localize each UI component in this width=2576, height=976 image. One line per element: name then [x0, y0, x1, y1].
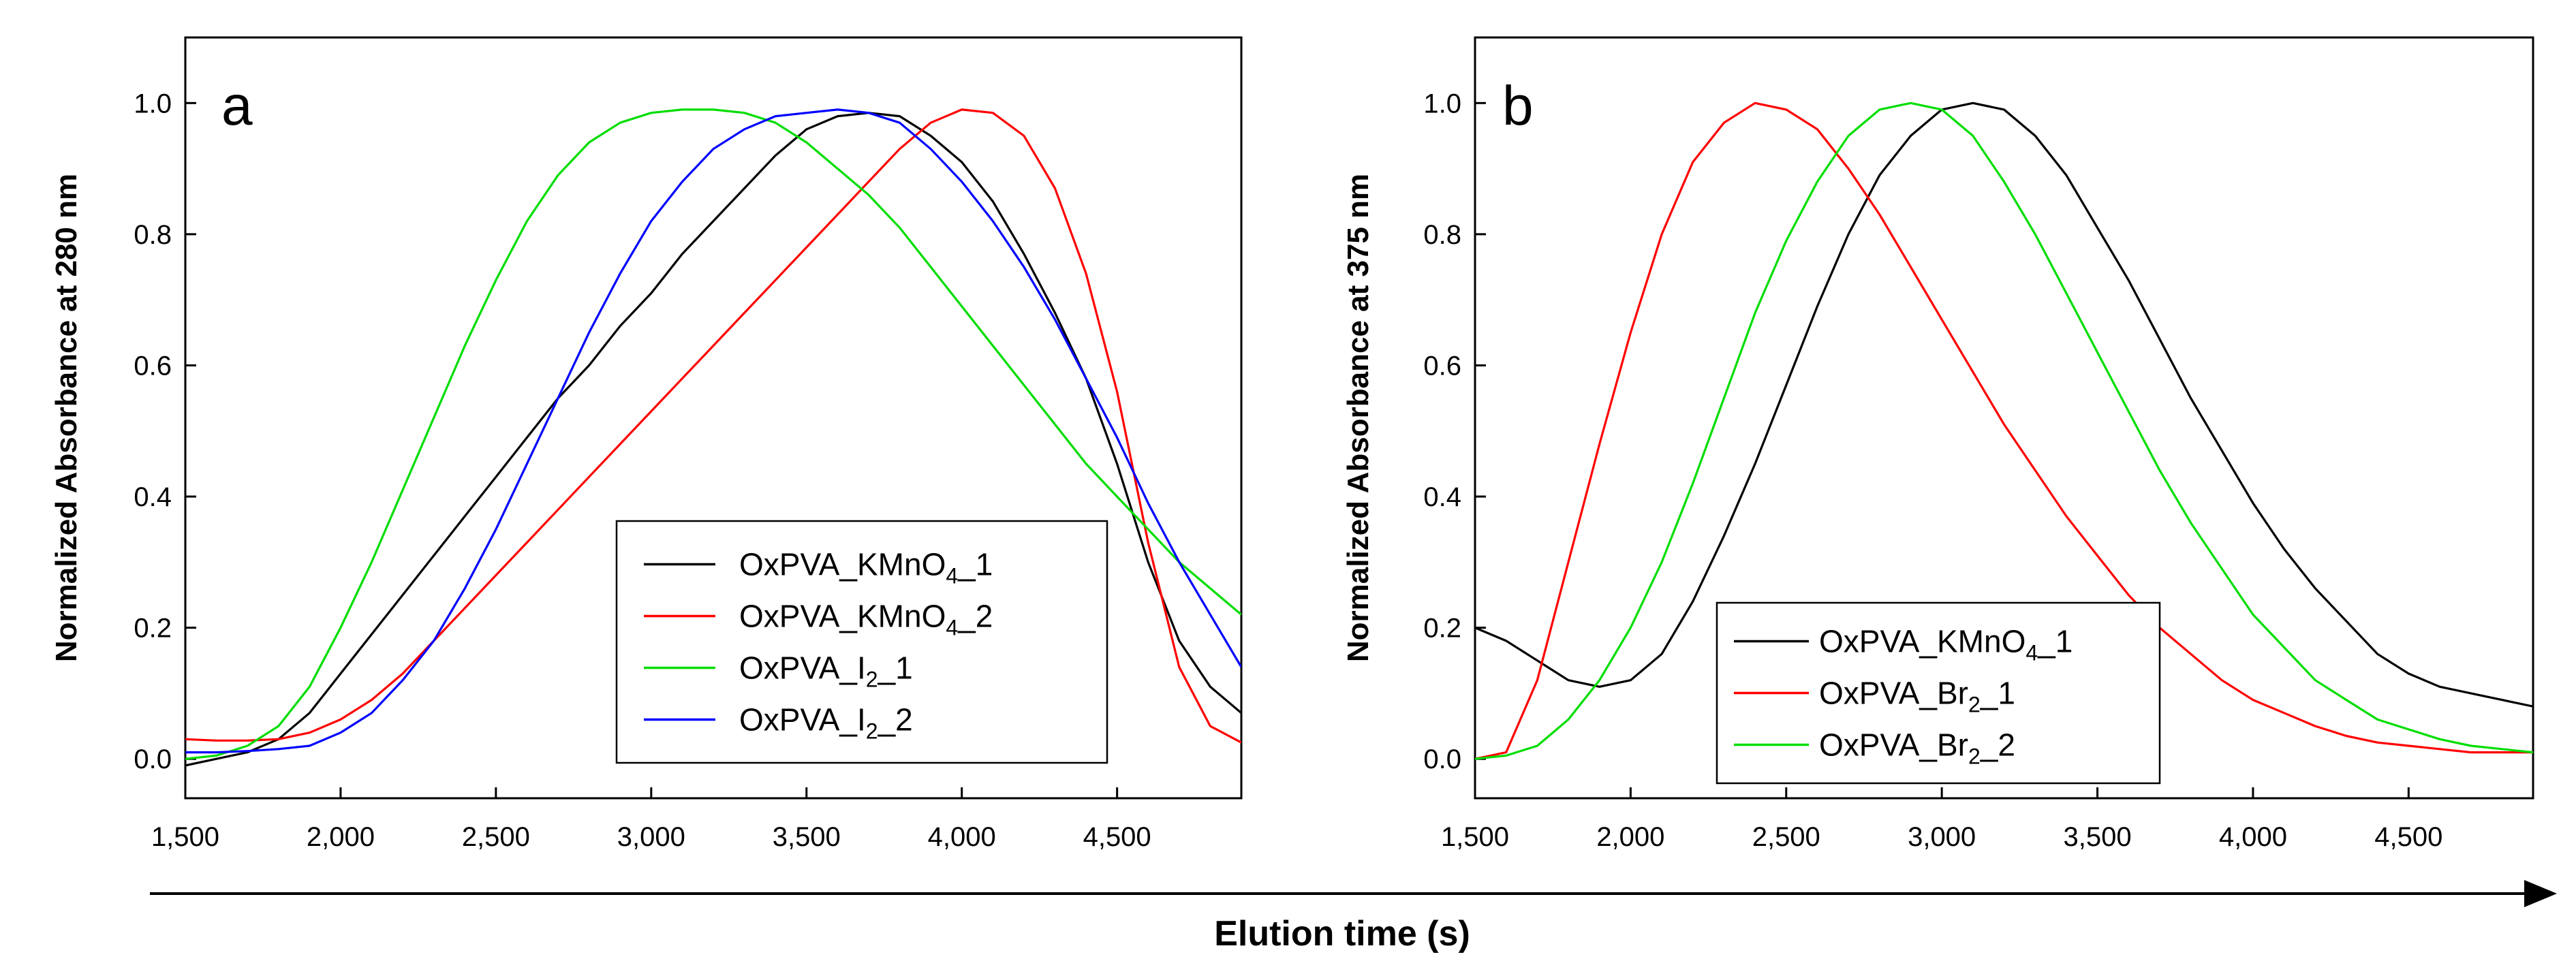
- y-tick-label: 0.6: [134, 351, 172, 381]
- x-tick-label: 2,500: [462, 822, 530, 852]
- chart-panel-a: 1,500 2,000 2,500 3,000 3,500 4,000 4,500 0.0 0.…: [50, 36, 1243, 852]
- y-tick-label: 0.2: [134, 614, 172, 644]
- x-tick-label: 2,000: [1596, 822, 1664, 852]
- series-line-oxpva-kmno4-2: [185, 108, 1241, 744]
- legend: OxPVA_KMnO4_1 OxPVA_KMnO4_2 OxPVA_I2_1 OxPV…: [615, 520, 1108, 764]
- plot-frame: [1474, 36, 2534, 800]
- series-line-oxpva-i2-1: [185, 108, 1241, 760]
- legend-entry: OxPVA_KMnO4_1: [739, 547, 993, 588]
- x-tick-label: 1,500: [1441, 822, 1509, 852]
- y-tick-label: 0.6: [1423, 351, 1461, 381]
- legend-entry: OxPVA_Br2_2: [1819, 727, 2015, 769]
- panel-letter: b: [1502, 75, 1534, 137]
- y-tick-label: 0.4: [134, 482, 172, 512]
- plot-frame: [184, 36, 1243, 800]
- x-tick-label: 3,500: [773, 822, 841, 852]
- series-line-oxpva-br2-1: [1475, 101, 2533, 760]
- x-tick-label: 1,500: [151, 822, 219, 852]
- x-tick-label: 4,000: [2219, 822, 2287, 852]
- legend-entry: OxPVA_KMnO4_2: [739, 599, 993, 640]
- y-axis-label: Normalized Absorbance at 375 nm: [1341, 174, 1375, 662]
- y-tick-label: 0.0: [1423, 744, 1461, 774]
- shared-x-axis-label: Elution time (s): [1214, 914, 1470, 954]
- x-tick-label: 4,000: [928, 822, 996, 852]
- y-tick-label: 1.0: [134, 89, 172, 119]
- x-tick-label: 2,500: [1752, 822, 1820, 852]
- y-tick-label: 0.2: [1423, 614, 1461, 644]
- legend: OxPVA_KMnO4_1 OxPVA_Br2_1 OxPVA_Br2_2: [1716, 601, 2161, 785]
- x-tick-label: 3,000: [1908, 822, 1976, 852]
- legend-entry: OxPVA_KMnO4_1: [1819, 624, 2073, 665]
- legend-box: [615, 520, 1108, 764]
- series-line-oxpva-kmno4-1: [1475, 101, 2533, 708]
- y-tick-label: 1.0: [1423, 89, 1461, 119]
- y-axis-label: Normalized Absorbance at 280 nm: [50, 174, 83, 662]
- y-tick-label: 0.8: [1423, 220, 1461, 250]
- y-tick-label: 0.4: [1423, 482, 1461, 512]
- legend-entry: OxPVA_Br2_1: [1819, 676, 2015, 717]
- y-tick-label: 0.8: [134, 220, 172, 250]
- panel-letter: a: [221, 75, 253, 137]
- x-tick-label: 3,000: [617, 822, 685, 852]
- y-tick-label: 0.0: [134, 744, 172, 774]
- x-tick-label: 4,500: [1083, 822, 1151, 852]
- series-line-oxpva-kmno4-1: [185, 112, 1241, 767]
- x-tick-label: 4,500: [2374, 822, 2442, 852]
- series-line-oxpva-i2-2: [185, 108, 1241, 754]
- legend-entry: OxPVA_I2_1: [739, 650, 913, 692]
- legend-entry: OxPVA_I2_2: [739, 702, 913, 744]
- x-tick-label: 3,500: [2063, 822, 2131, 852]
- x-tick-label: 2,000: [307, 822, 375, 852]
- chart-panel-b: 1,500 2,000 2,500 3,000 3,500 4,000 4,500 0.0 0.…: [1341, 36, 2534, 852]
- series-line-oxpva-br2-2: [1475, 101, 2533, 760]
